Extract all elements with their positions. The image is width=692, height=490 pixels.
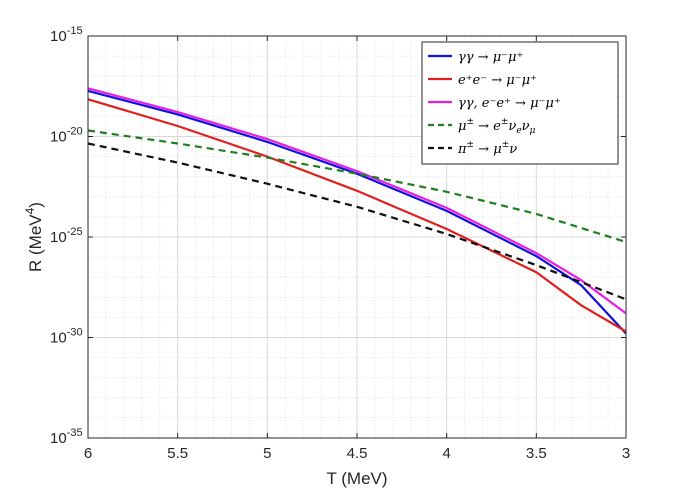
y-axis-ticks: 10-15 10-20 10-25 10-30 10-35 <box>50 25 626 447</box>
y-axis-label-exponent: 4 <box>23 207 37 214</box>
legend-label-3: γγ, e⁻e⁺ → μ⁻μ⁺ <box>458 96 561 111</box>
y-axis-label-close: ) <box>26 202 45 208</box>
legend-label-1: γγ → μ⁻μ⁺ <box>458 50 523 65</box>
x-tick-label: 4.5 <box>347 445 368 462</box>
legend-label-5: π± → μ±ν <box>457 140 517 157</box>
legend-label-4: μ± → e±νeνμ <box>458 117 536 136</box>
x-axis-label: T (MeV) <box>326 469 387 488</box>
y-tick-label: 10-30 <box>50 327 83 347</box>
x-tick-label: 5.5 <box>167 445 188 462</box>
x-axis-ticks: 6 5.5 5 4.5 4 3.5 3 <box>84 36 630 462</box>
x-tick-label: 3.5 <box>526 445 547 462</box>
series-line-3 <box>87 87 627 315</box>
legend-label-2: e⁺e⁻ → μ⁻μ⁺ <box>458 73 537 88</box>
y-tick-label: 10-15 <box>50 25 83 45</box>
y-tick-label: 10-35 <box>50 427 83 447</box>
series-line-5 <box>87 142 627 301</box>
x-tick-label: 4 <box>442 445 450 462</box>
series-line-4 <box>87 129 627 244</box>
y-axis-label-base: R (MeV <box>26 214 45 272</box>
legend: γγ → μ⁻μ⁺ e⁺e⁻ → μ⁻μ⁺ γγ, e⁻e⁺ → μ⁻μ⁺ μ± → … <box>421 41 619 165</box>
series-line-1 <box>87 89 627 335</box>
y-tick-label: 10-25 <box>50 226 83 246</box>
x-tick-label: 5 <box>263 445 271 462</box>
series-line-2 <box>87 98 627 333</box>
series-layer <box>87 87 627 335</box>
x-tick-label: 6 <box>84 445 92 462</box>
y-tick-label: 10-20 <box>50 126 83 146</box>
y-axis-label: R (MeV4) <box>23 202 45 272</box>
x-tick-label: 3 <box>622 445 630 462</box>
legend-box <box>421 41 619 165</box>
